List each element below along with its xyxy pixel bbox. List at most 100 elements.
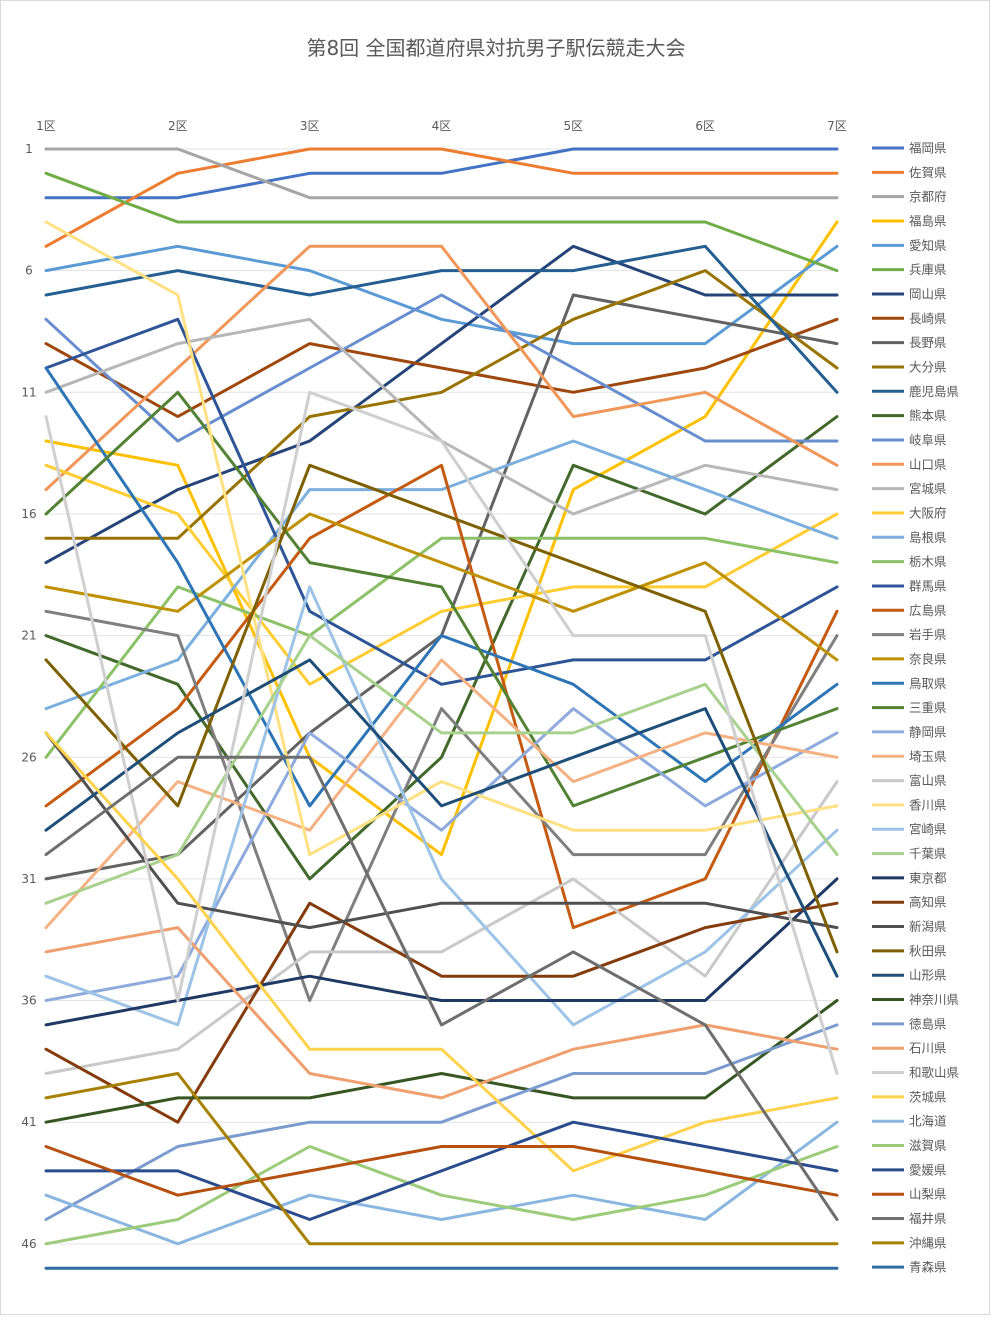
legend-item: 石川県 (872, 1041, 947, 1056)
legend-label: 京都府 (909, 189, 947, 204)
legend-item: 福島県 (872, 213, 947, 228)
series-line (44, 1120, 839, 1221)
legend-item: 宮崎県 (872, 822, 947, 837)
legend-label: 石川県 (909, 1041, 947, 1056)
x-tick-label: 2区 (168, 119, 188, 133)
legend-item: 大分県 (872, 359, 947, 374)
legend-item: 北海道 (872, 1114, 947, 1129)
legend-item: 山梨県 (872, 1187, 947, 1202)
legend-label: 山梨県 (909, 1187, 947, 1202)
legend-item: 新潟県 (872, 919, 947, 934)
legend-item: 高知県 (872, 895, 947, 910)
series-line (44, 512, 839, 662)
series-line (44, 317, 839, 686)
legend-label: 兵庫県 (909, 262, 947, 277)
series-line (44, 463, 839, 930)
series-line (44, 415, 839, 881)
series-line (44, 390, 839, 1075)
legend-item: 兵庫県 (872, 262, 947, 277)
legend-item: 愛媛県 (872, 1162, 947, 1177)
legend-label: 山口県 (909, 457, 947, 472)
legend-label: 和歌山県 (909, 1065, 959, 1080)
y-tick-label: 31 (21, 872, 36, 886)
legend-label: 香川県 (909, 797, 947, 812)
series-line (44, 220, 839, 857)
legend-item: 長野県 (872, 335, 947, 350)
series-line (44, 269, 839, 540)
legend-label: 北海道 (909, 1114, 947, 1129)
legend-label: 埼玉県 (909, 749, 947, 764)
legend-item: 広島県 (872, 603, 947, 618)
legend-label: 岡山県 (909, 286, 947, 301)
legend-item: 三重県 (872, 700, 947, 715)
legend-label: 福岡県 (909, 141, 947, 156)
series-line (44, 439, 839, 711)
y-tick-label: 16 (21, 507, 36, 521)
legend-item: 和歌山県 (872, 1065, 959, 1080)
legend-label: 鹿児島県 (909, 384, 959, 399)
series-line (44, 147, 839, 200)
legend-label: 長崎県 (909, 311, 947, 326)
legend-label: 大分県 (909, 359, 947, 374)
legend-item: 秋田県 (872, 943, 947, 958)
legend-item: 大阪府 (872, 505, 947, 520)
x-tick-label: 1区 (36, 119, 56, 133)
legend-item: 福岡県 (872, 141, 947, 156)
legend-label: 新潟県 (909, 919, 947, 934)
series-line (44, 220, 839, 857)
legend-item: 鹿児島県 (872, 384, 959, 399)
series-line (44, 658, 839, 930)
series-line (44, 658, 839, 978)
legend-label: 長野県 (909, 335, 947, 350)
legend-label: 静岡県 (909, 724, 947, 739)
series-line (44, 999, 839, 1124)
series-line (44, 244, 839, 492)
series-line (44, 463, 839, 686)
legend-item: 熊本県 (872, 408, 947, 423)
legend-item: 愛知県 (872, 238, 947, 253)
legend-label: 秋田県 (909, 943, 947, 958)
legend-item: 鳥取県 (872, 676, 947, 691)
series-line (44, 1120, 839, 1246)
legend-item: 島根県 (872, 530, 947, 545)
legend-label: 宮崎県 (909, 822, 947, 837)
series-line (44, 1072, 839, 1246)
legend-label: 愛媛県 (909, 1162, 947, 1177)
legend-label: 高知県 (909, 895, 947, 910)
legend-label: 山形県 (909, 968, 947, 983)
legend-label: 群馬県 (909, 578, 947, 593)
legend-item: 沖縄県 (872, 1235, 947, 1250)
legend-label: 大阪府 (909, 505, 947, 520)
legend-label: 福島県 (909, 213, 947, 228)
series-line (44, 1145, 839, 1197)
series-line (44, 731, 839, 930)
legend-label: 岩手県 (909, 627, 947, 642)
series-line (44, 147, 839, 248)
x-tick-label: 3区 (300, 119, 320, 133)
x-tick-label: 4区 (432, 119, 452, 133)
chart-title: 第8回 全国都道府県対抗男子駅伝競走大会 (306, 36, 686, 60)
legend-item: 岩手県 (872, 627, 947, 642)
series-line (44, 171, 839, 273)
legend-item: 宮城県 (872, 481, 947, 496)
legend-item: 埼玉県 (872, 749, 947, 764)
legend-item: 茨城県 (872, 1089, 947, 1104)
legend-item: 千葉県 (872, 846, 947, 861)
legend-item: 長崎県 (872, 311, 947, 326)
legend-label: 徳島県 (909, 1016, 947, 1031)
series-line (44, 901, 839, 1124)
legend-label: 富山県 (909, 773, 947, 788)
series-line (44, 244, 839, 346)
legend-item: 栃木県 (872, 554, 947, 569)
legend-label: 三重県 (909, 700, 947, 715)
legend: 福岡県佐賀県京都府福島県愛知県兵庫県岡山県長崎県長野県大分県鹿児島県熊本県岐阜県… (872, 141, 959, 1275)
legend-label: 鳥取県 (909, 676, 947, 691)
series-line (44, 244, 839, 565)
y-tick-label: 46 (21, 1237, 36, 1251)
legend-item: 福井県 (872, 1211, 947, 1226)
legend-label: 茨城県 (909, 1089, 947, 1104)
y-tick-label: 1 (25, 142, 33, 156)
legend-label: 栃木県 (909, 554, 947, 569)
legend-label: 滋賀県 (909, 1138, 947, 1153)
